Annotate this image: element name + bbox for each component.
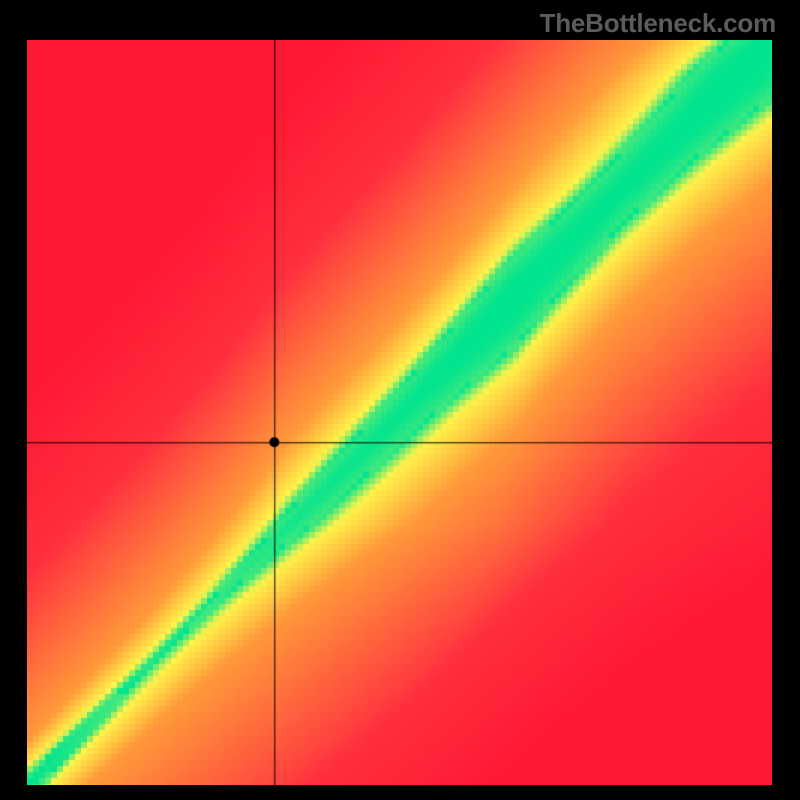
- heatmap-canvas: [27, 40, 772, 785]
- watermark-text: TheBottleneck.com: [540, 8, 776, 39]
- heatmap-plot: [27, 40, 772, 785]
- page-frame: TheBottleneck.com: [0, 0, 800, 800]
